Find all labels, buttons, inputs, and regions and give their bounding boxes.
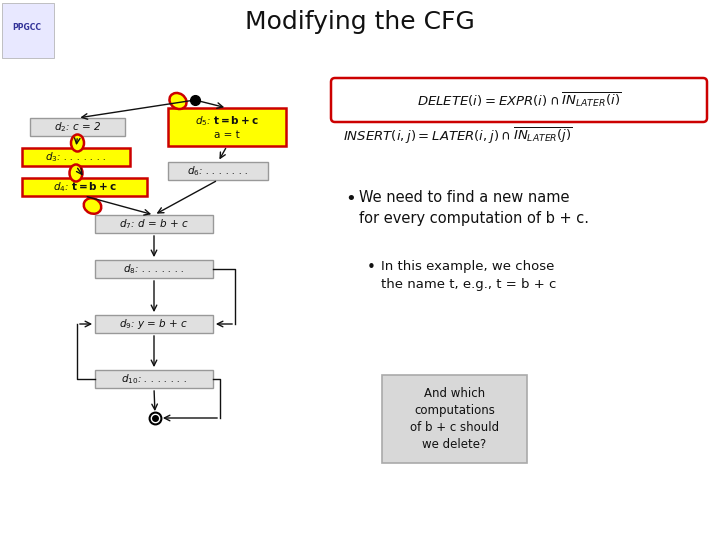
Text: $d_6$: . . . . . . .: $d_6$: . . . . . . . xyxy=(187,164,249,178)
Text: $d_9$: y = b + c: $d_9$: y = b + c xyxy=(120,317,189,331)
Bar xyxy=(95,315,213,333)
Text: $d_7$: d = b + c: $d_7$: d = b + c xyxy=(120,217,189,231)
Text: •: • xyxy=(345,190,356,208)
Bar xyxy=(168,108,286,146)
FancyBboxPatch shape xyxy=(382,375,527,463)
Ellipse shape xyxy=(169,93,186,109)
Ellipse shape xyxy=(84,198,102,214)
Text: $\mathit{INSERT(i,j) = LATER(i,j) \cap \overline{IN_{LATER}(j)}}$: $\mathit{INSERT(i,j) = LATER(i,j) \cap \… xyxy=(343,126,573,146)
Text: $d_4$: $\mathbf{t = b + c}$: $d_4$: $\mathbf{t = b + c}$ xyxy=(53,180,117,194)
Bar xyxy=(30,118,125,136)
Ellipse shape xyxy=(71,134,84,152)
Bar xyxy=(95,260,213,278)
Text: $d_3$: . . . . . . .: $d_3$: . . . . . . . xyxy=(45,150,107,164)
Bar xyxy=(95,215,213,233)
Text: $\mathit{DELETE(i) = EXPR(i) \cap \overline{IN_{LATER}(i)}}$: $\mathit{DELETE(i) = EXPR(i) \cap \overl… xyxy=(417,91,621,109)
Bar xyxy=(2,3,54,58)
Text: $d_{10}$: . . . . . . .: $d_{10}$: . . . . . . . xyxy=(121,372,187,386)
Text: In this example, we chose
the name t, e.g., t = b + c: In this example, we chose the name t, e.… xyxy=(381,260,557,291)
Bar xyxy=(168,162,268,180)
Bar xyxy=(95,370,213,388)
Text: •: • xyxy=(367,260,376,275)
Text: $d_5$: $\mathbf{t = b + c}$: $d_5$: $\mathbf{t = b + c}$ xyxy=(195,114,258,128)
Bar xyxy=(22,178,147,196)
Text: We need to find a new name
for every computation of b + c.: We need to find a new name for every com… xyxy=(359,190,589,226)
Text: $d_2$: c = 2: $d_2$: c = 2 xyxy=(54,120,101,134)
Ellipse shape xyxy=(70,165,83,181)
Text: $d_8$: . . . . . . .: $d_8$: . . . . . . . xyxy=(123,262,185,276)
Bar xyxy=(22,148,130,166)
Text: Modifying the CFG: Modifying the CFG xyxy=(245,10,475,34)
FancyBboxPatch shape xyxy=(331,78,707,122)
Text: PPGCC: PPGCC xyxy=(12,24,42,32)
Text: And which
computations
of b + c should
we delete?: And which computations of b + c should w… xyxy=(410,387,499,451)
Text: a = t: a = t xyxy=(214,130,240,140)
